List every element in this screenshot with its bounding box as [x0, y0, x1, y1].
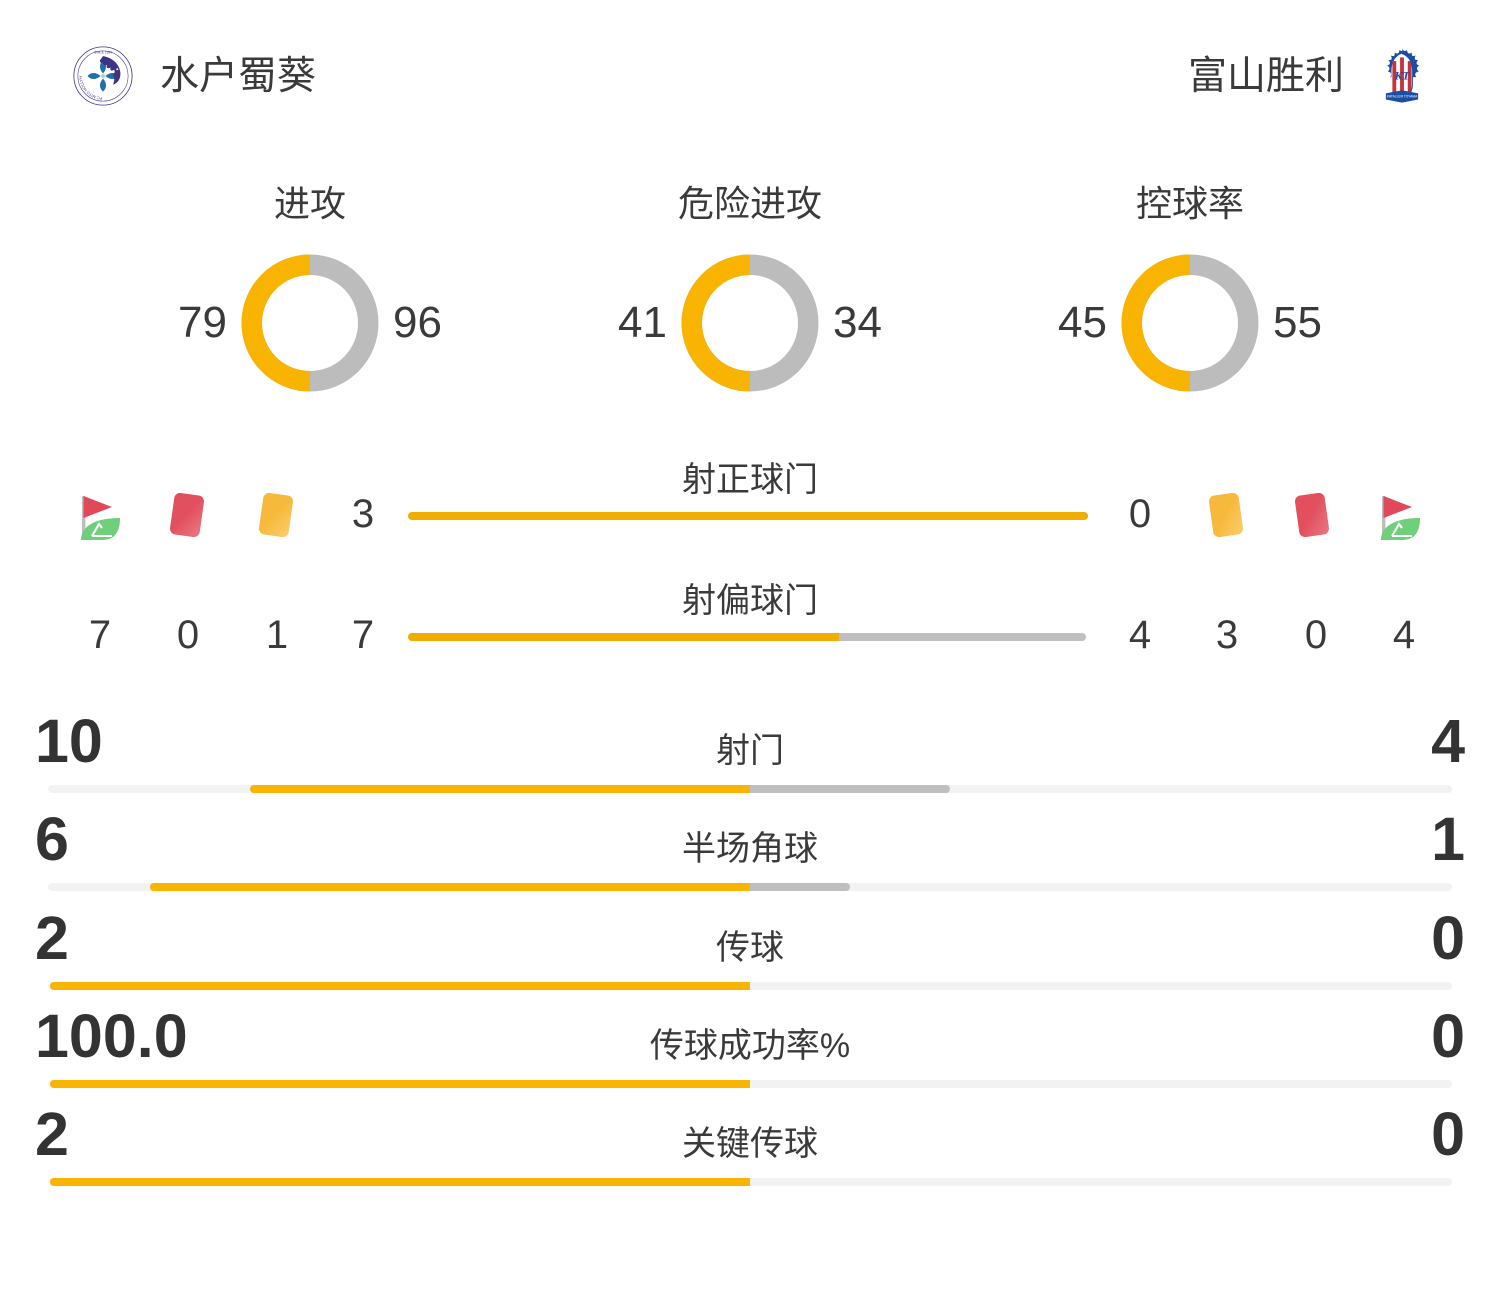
svg-text:KT: KT	[1393, 70, 1410, 83]
svg-text:KATALLER TOYAMA: KATALLER TOYAMA	[1387, 95, 1418, 99]
svg-text:SINCE 1994: SINCE 1994	[94, 51, 112, 55]
